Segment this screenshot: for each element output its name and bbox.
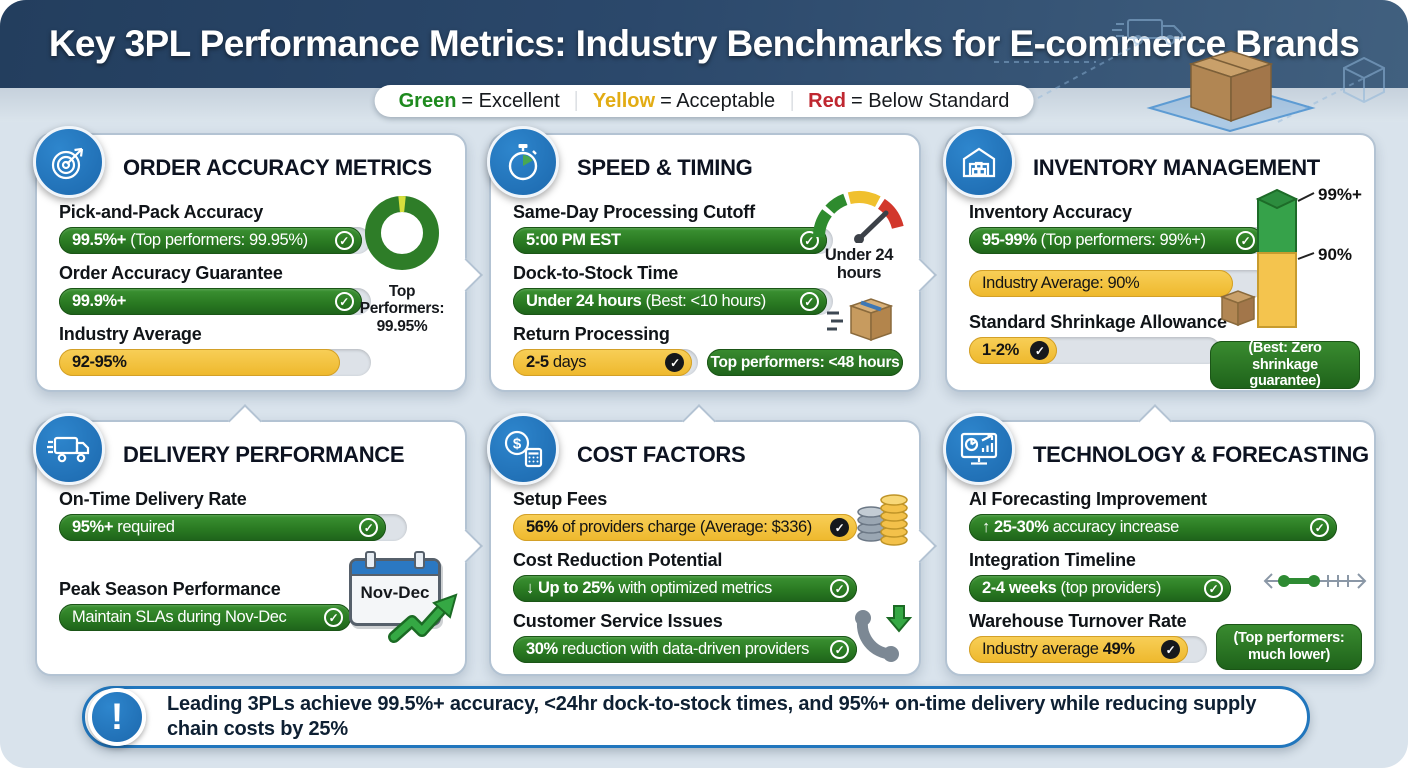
metric-bar: 2-5 days xyxy=(513,349,698,376)
card-title: COST FACTORS xyxy=(577,442,746,467)
check-icon xyxy=(359,518,379,537)
card-speed-timing: SPEED & TIMING Same-Day Processing Cutof… xyxy=(487,126,921,392)
card-cost-factors: $ COST FACTORS Setup Fees 56% of provide… xyxy=(487,413,921,676)
metric-bar: 99.9%+ xyxy=(59,288,371,315)
check-icon xyxy=(1204,579,1223,598)
card-order-accuracy-metrics: ORDER ACCURACY METRICS Pick-and-Pack Acc… xyxy=(33,126,467,392)
card-delivery-performance: DELIVERY PERFORMANCE On-Time Delivery Ra… xyxy=(33,413,467,676)
check-icon xyxy=(830,518,849,537)
top-performer-tag: (Top performers: much lower) xyxy=(1216,624,1362,670)
analytics-monitor-icon xyxy=(943,413,1015,485)
check-icon xyxy=(324,608,343,627)
check-icon xyxy=(799,231,819,250)
metric-label: Peak Season Performance xyxy=(59,579,281,599)
calendar-ring xyxy=(414,551,425,569)
check-icon xyxy=(799,292,819,311)
calendar-ring xyxy=(365,551,376,569)
summary-banner: ! Leading 3PLs achieve 99.5%+ accuracy, … xyxy=(82,686,1310,748)
metric-bar: 95-99% (Top performers: 99%+) xyxy=(969,227,1269,254)
card-title: SPEED & TIMING xyxy=(577,155,753,180)
metric-label: Customer Service Issues xyxy=(513,611,723,631)
metric-label: Return Processing xyxy=(513,324,670,344)
check-icon xyxy=(334,231,354,250)
metric-label: Setup Fees xyxy=(513,489,608,509)
metric-label: Industry Average xyxy=(59,324,202,344)
gauge-graphic: Under 24 hours xyxy=(807,183,911,343)
metric-label: Warehouse Turnover Rate xyxy=(969,611,1187,631)
top-performer-tag: Top performers: <48 hours xyxy=(707,349,903,376)
check-icon xyxy=(830,640,849,659)
metric-bar: 99.5%+ (Top performers: 99.95%) xyxy=(59,227,371,254)
check-icon xyxy=(665,353,685,372)
card-title: DELIVERY PERFORMANCE xyxy=(123,442,405,467)
metric-label: Cost Reduction Potential xyxy=(513,550,723,570)
metric-label: Standard Shrinkage Allowance xyxy=(969,312,1227,332)
metric-label: Order Accuracy Guarantee xyxy=(59,263,283,283)
svg-text:99%+: 99%+ xyxy=(1318,185,1362,204)
page-title: Key 3PL Performance Metrics: Industry Be… xyxy=(48,23,1360,64)
legend-divider xyxy=(791,91,793,111)
best-practice-tag: (Best: Zero shrinkage guarantee) xyxy=(1210,340,1360,389)
truck-icon xyxy=(33,413,105,485)
warehouse-icon xyxy=(943,126,1015,198)
svg-text:90%: 90% xyxy=(1318,245,1352,264)
metric-label: AI Forecasting Improvement xyxy=(969,489,1207,509)
metric-bar: Industry Average: 90% xyxy=(969,270,1269,297)
metric-bar: ↑ 25-30% accuracy increase xyxy=(969,514,1337,541)
dollar-calculator-icon: $ xyxy=(487,413,559,485)
calendar-graphic: Nov-Dec xyxy=(349,551,458,643)
metric-bar: 92-95% xyxy=(59,349,371,376)
color-legend: Green = Excellent Yellow = Acceptable Red =… xyxy=(374,85,1034,117)
shipping-box-icon xyxy=(827,298,893,341)
check-icon xyxy=(1160,640,1180,659)
card-technology-forecasting: TECHNOLOGY & FORECASTING AI Forecasting … xyxy=(943,413,1376,676)
check-icon xyxy=(334,292,354,311)
metric-label: Integration Timeline xyxy=(969,550,1136,570)
metric-bar: 2-4 weeks (top providers) xyxy=(969,575,1231,602)
metric-bar: 30% reduction with data-driven providers xyxy=(513,636,857,663)
card-title: INVENTORY MANAGEMENT xyxy=(1033,155,1320,180)
metric-bar: Under 24 hours (Best: <10 hours) xyxy=(513,288,833,315)
svg-text:$: $ xyxy=(513,436,522,453)
timeline-icon xyxy=(1262,568,1368,594)
legend-item-red: Red = Below Standard xyxy=(808,89,1010,112)
check-icon xyxy=(1310,518,1329,537)
stacked-bar-graphic: 99%+ 90% xyxy=(1214,179,1364,329)
check-icon xyxy=(1030,341,1050,360)
phone-call-reduction-icon xyxy=(849,604,913,662)
metric-bar: 56% of providers charge (Average: $336) xyxy=(513,514,857,541)
donut-chart: Top Performers: 99.95% xyxy=(351,189,453,335)
header: Key 3PL Performance Metrics: Industry Be… xyxy=(0,0,1408,88)
metric-bar: 5:00 PM EST xyxy=(513,227,833,254)
check-icon xyxy=(830,579,849,598)
metric-bar: Industry average 49% xyxy=(969,636,1207,663)
metric-bar: Maintain SLAs during Nov-Dec xyxy=(59,604,351,631)
legend-divider xyxy=(575,91,577,111)
calendar-label: Nov-Dec xyxy=(360,583,430,602)
coins-icon xyxy=(855,484,911,550)
metric-bar: 95%+ required xyxy=(59,514,407,541)
legend-item-yellow: Yellow = Acceptable xyxy=(592,89,776,112)
check-icon xyxy=(1236,231,1255,250)
metric-bar: 1-2% xyxy=(969,337,1221,364)
metric-bar: ↓ Up to 25% with optimized metrics xyxy=(513,575,857,602)
alert-icon: ! xyxy=(88,688,146,746)
metric-label: Inventory Accuracy xyxy=(969,202,1132,222)
metric-label: Dock-to-Stock Time xyxy=(513,263,679,283)
metric-label: On-Time Delivery Rate xyxy=(59,489,247,509)
summary-text: Leading 3PLs achieve 99.5%+ accuracy, <2… xyxy=(167,693,1257,740)
stopwatch-icon xyxy=(487,126,559,198)
growth-arrow-icon xyxy=(388,593,458,643)
target-icon xyxy=(33,126,105,198)
metric-label: Pick-and-Pack Accuracy xyxy=(59,202,264,222)
card-title: ORDER ACCURACY METRICS xyxy=(123,155,432,180)
donut-caption: Top Performers: 99.95% xyxy=(359,283,445,335)
gauge-caption: Under 24 hours xyxy=(824,246,894,283)
card-title: TECHNOLOGY & FORECASTING xyxy=(1033,442,1369,467)
card-inventory-management: INVENTORY MANAGEMENT Inventory Accuracy … xyxy=(943,126,1376,392)
metric-label: Same-Day Processing Cutoff xyxy=(513,202,755,222)
legend-item-green: Green = Excellent xyxy=(398,89,560,112)
